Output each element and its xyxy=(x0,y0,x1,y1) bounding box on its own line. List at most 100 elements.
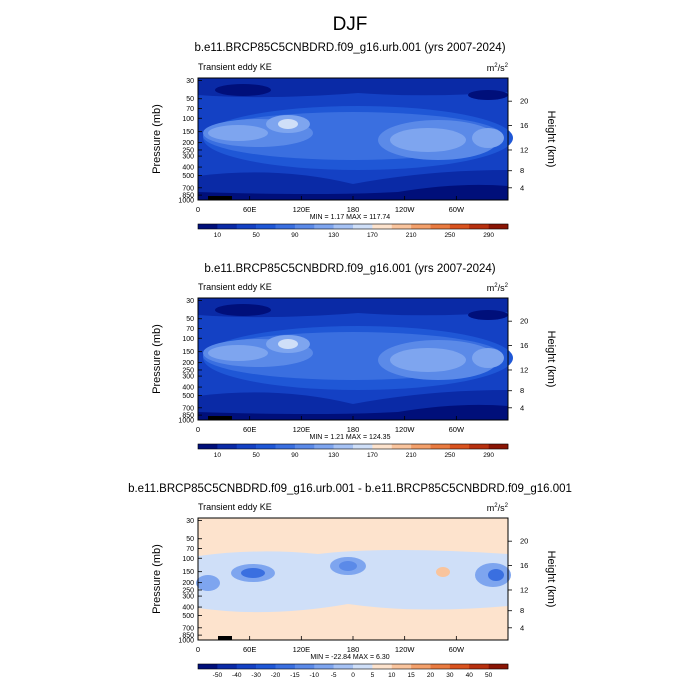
y-tick-label: 200 xyxy=(182,360,194,367)
colorbar-swatch xyxy=(217,224,238,229)
colorbar-label: 210 xyxy=(406,232,417,239)
colorbar-label: 130 xyxy=(328,232,339,239)
x-tick-label: 0 xyxy=(196,645,200,654)
colorbar-label: 170 xyxy=(367,232,378,239)
units-part: 2 xyxy=(494,503,498,509)
x-tick-label: 120E xyxy=(293,645,311,654)
units-label: m2/s2 xyxy=(487,63,509,73)
colorbar-label: 30 xyxy=(446,672,454,679)
colorbar-swatch xyxy=(198,664,218,669)
colorbar-label: 90 xyxy=(291,452,299,459)
chart-panel-2: b.e11.BRCP85C5CNBDRD.f09_g16.001 (yrs 20… xyxy=(151,263,557,459)
field-jet-west-core xyxy=(208,125,268,141)
field-neg-east-core xyxy=(488,569,504,581)
colorbar-swatch xyxy=(333,224,354,229)
y-tick-label: 500 xyxy=(182,613,194,620)
field-topography xyxy=(208,196,232,200)
panel-subtitle: Transient eddy KE xyxy=(198,282,272,292)
colorbar-swatch xyxy=(372,664,393,669)
x-tick-label: 60E xyxy=(243,425,256,434)
colorbar-label: -20 xyxy=(271,672,281,679)
height-tick-label: 4 xyxy=(520,183,524,192)
min-max-label: MIN = 1.17 MAX = 117.74 xyxy=(310,214,391,221)
colorbar-swatch xyxy=(275,444,296,449)
colorbar-label: -5 xyxy=(331,672,337,679)
colorbar-swatch xyxy=(275,224,296,229)
colorbar-swatch xyxy=(198,224,218,229)
x-tick-label: 180 xyxy=(347,425,360,434)
colorbar-swatch xyxy=(449,224,470,229)
x-tick-label: 0 xyxy=(196,205,200,214)
colorbar-swatch xyxy=(469,664,489,669)
y-tick-label: 50 xyxy=(186,536,194,543)
y-tick-label: 150 xyxy=(182,129,194,136)
y-tick-label: 100 xyxy=(182,556,194,563)
colorbar-label: 170 xyxy=(367,452,378,459)
field-jet-pacific-core xyxy=(390,128,466,152)
panel-title: b.e11.BRCP85C5CNBDRD.f09_g16.001 (yrs 20… xyxy=(204,263,495,275)
colorbar-label: -50 xyxy=(213,672,223,679)
units-part: m xyxy=(487,503,495,513)
colorbar-label: -30 xyxy=(251,672,261,679)
colorbar-label: 15 xyxy=(408,672,416,679)
x-tick-label: 180 xyxy=(347,205,360,214)
y-tick-label: 700 xyxy=(182,625,194,632)
y-tick-label: 50 xyxy=(186,316,194,323)
colorbar-label: 210 xyxy=(406,452,417,459)
field-neg-center-core xyxy=(339,561,357,571)
colorbar-swatch xyxy=(314,224,334,229)
height-axis-label: Height (km) xyxy=(545,111,557,168)
colorbar-swatch xyxy=(353,444,373,449)
colorbar-swatch xyxy=(333,664,354,669)
units-part: 2 xyxy=(505,283,509,289)
field-pos-spot xyxy=(436,567,450,577)
y-tick-label: 850 xyxy=(182,413,194,420)
y-tick-label: 400 xyxy=(182,165,194,172)
x-tick-label: 60W xyxy=(449,205,465,214)
colorbar-swatch xyxy=(411,224,431,229)
height-tick-label: 12 xyxy=(520,365,528,374)
y-tick-label: 1000 xyxy=(178,418,194,425)
y-tick-label: 150 xyxy=(182,349,194,356)
colorbar-swatch xyxy=(430,444,451,449)
height-axis-label: Height (km) xyxy=(545,331,557,388)
colorbar-label: 10 xyxy=(214,232,222,239)
y-tick-label: 250 xyxy=(182,367,194,374)
height-tick-label: 20 xyxy=(520,97,528,106)
y-tick-label: 300 xyxy=(182,154,194,161)
units-part: /s xyxy=(498,283,506,293)
y-tick-label: 250 xyxy=(182,147,194,154)
y-tick-label: 70 xyxy=(186,326,194,333)
colorbar-swatch xyxy=(488,444,509,449)
colorbar-swatch xyxy=(430,224,451,229)
panels: b.e11.BRCP85C5CNBDRD.f09_g16.urb.001 (yr… xyxy=(128,42,572,679)
colorbar-swatch xyxy=(353,224,373,229)
colorbar-swatch xyxy=(372,444,393,449)
x-tick-label: 0 xyxy=(196,425,200,434)
colorbar-swatch xyxy=(217,664,238,669)
colorbar-frame xyxy=(197,663,509,670)
y-tick-label: 200 xyxy=(182,140,194,147)
field-min-west xyxy=(215,304,271,316)
colorbar-swatch xyxy=(198,444,218,449)
field-jet-atlantic xyxy=(472,128,504,148)
y-tick-label: 70 xyxy=(186,106,194,113)
y-axis-label: Pressure (mb) xyxy=(151,544,163,614)
units-label: m2/s2 xyxy=(487,503,509,513)
colorbar-label: 20 xyxy=(427,672,435,679)
x-tick-label: 60W xyxy=(449,645,465,654)
colorbar-label: 0 xyxy=(351,672,355,679)
y-tick-label: 850 xyxy=(182,633,194,640)
colorbar-swatch xyxy=(275,664,296,669)
y-tick-label: 1000 xyxy=(178,638,194,645)
colorbar-swatch xyxy=(256,664,276,669)
y-tick-label: 300 xyxy=(182,594,194,601)
colorbar-label: 50 xyxy=(253,452,261,459)
colorbar-swatch xyxy=(314,664,334,669)
colorbar-swatch xyxy=(488,224,509,229)
height-axis-label: Height (km) xyxy=(545,551,557,608)
colorbar-swatch xyxy=(256,224,276,229)
colorbar-swatch xyxy=(236,224,257,229)
field-boundary-layer xyxy=(198,184,508,200)
field-negative-region xyxy=(198,550,508,613)
